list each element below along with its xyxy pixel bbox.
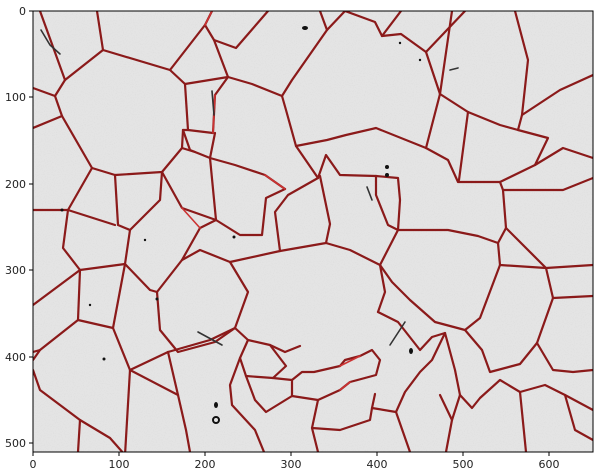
y-tick-label: 100 [5, 91, 26, 104]
x-tick-label: 300 [281, 458, 302, 471]
x-axis: 0 100 200 300 400 500 600 [30, 452, 560, 471]
defect-streaks [40, 29, 459, 346]
y-tick-label: 200 [5, 178, 26, 191]
highlight-boundaries [181, 11, 361, 391]
defect-spots [60, 26, 422, 424]
x-tick-label: 500 [453, 458, 474, 471]
y-axis: 0 100 200 300 400 500 [5, 5, 33, 450]
grain-boundaries [33, 11, 593, 452]
y-tick-label: 300 [5, 264, 26, 277]
x-tick-label: 600 [539, 458, 560, 471]
y-tick-label: 0 [19, 5, 26, 18]
micrograph-image [33, 11, 593, 452]
x-tick-label: 0 [30, 458, 37, 471]
y-tick-label: 500 [5, 437, 26, 450]
image-texture [33, 11, 593, 452]
y-tick-label: 400 [5, 351, 26, 364]
x-tick-label: 100 [109, 458, 130, 471]
x-tick-label: 400 [367, 458, 388, 471]
x-tick-label: 200 [195, 458, 216, 471]
axes-frame [32, 10, 594, 453]
